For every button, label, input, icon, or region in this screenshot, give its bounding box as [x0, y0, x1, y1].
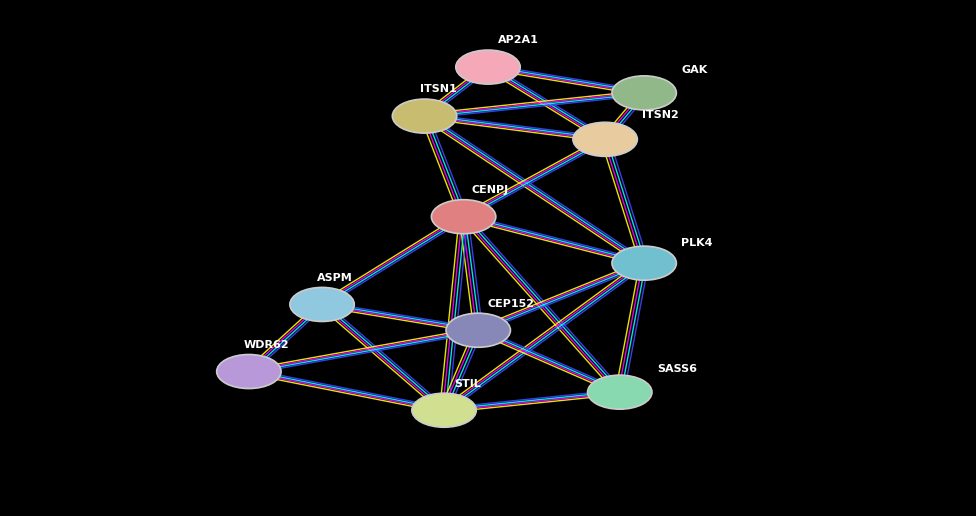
Text: WDR62: WDR62 [244, 340, 290, 350]
Text: PLK4: PLK4 [681, 238, 712, 248]
Text: GAK: GAK [681, 65, 708, 75]
Circle shape [456, 50, 520, 84]
Circle shape [573, 122, 637, 156]
Circle shape [217, 354, 281, 389]
Circle shape [290, 287, 354, 321]
Circle shape [412, 393, 476, 427]
Text: ITSN2: ITSN2 [642, 110, 679, 120]
Text: AP2A1: AP2A1 [498, 36, 539, 45]
Circle shape [446, 313, 510, 347]
Text: ASPM: ASPM [317, 273, 353, 283]
Circle shape [612, 76, 676, 110]
Circle shape [612, 246, 676, 280]
Circle shape [588, 375, 652, 409]
Text: STIL: STIL [454, 379, 480, 389]
Text: CEP152: CEP152 [488, 299, 535, 309]
Circle shape [392, 99, 457, 133]
Text: ITSN1: ITSN1 [420, 85, 457, 94]
Circle shape [431, 200, 496, 234]
Text: CENPJ: CENPJ [471, 185, 508, 195]
Text: SASS6: SASS6 [657, 364, 697, 374]
